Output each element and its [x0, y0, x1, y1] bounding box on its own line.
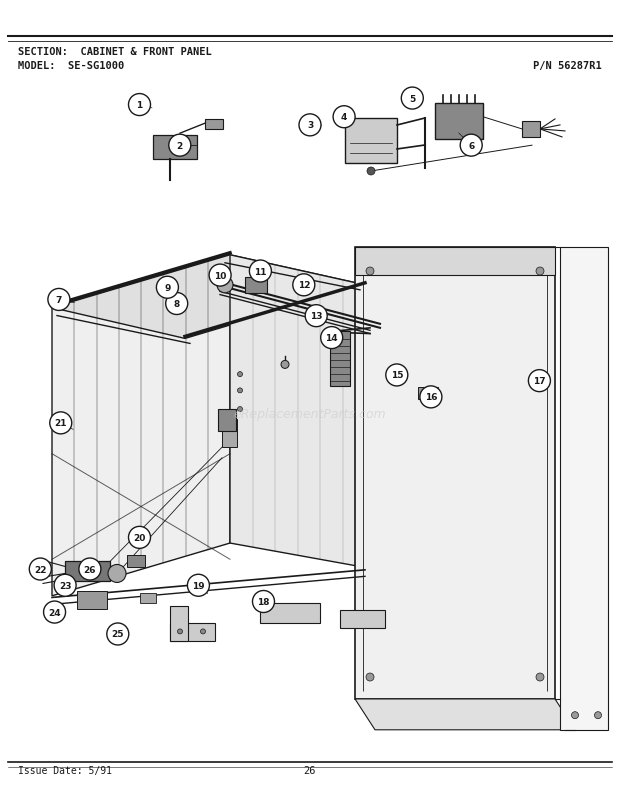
Text: 3: 3 [307, 121, 313, 131]
Polygon shape [230, 255, 365, 568]
Circle shape [386, 364, 408, 387]
FancyBboxPatch shape [65, 562, 110, 581]
Text: 23: 23 [59, 581, 71, 590]
Circle shape [305, 305, 327, 328]
Circle shape [392, 368, 402, 378]
Circle shape [128, 94, 151, 117]
Circle shape [128, 526, 151, 549]
Circle shape [237, 407, 242, 412]
Circle shape [333, 106, 355, 129]
Circle shape [401, 88, 423, 110]
Circle shape [293, 274, 315, 297]
Text: SECTION:  CABINET & FRONT PANEL: SECTION: CABINET & FRONT PANEL [18, 47, 212, 57]
Text: 5: 5 [409, 94, 415, 104]
Polygon shape [560, 247, 608, 730]
Polygon shape [355, 247, 555, 699]
Text: Issue Date: 5/91: Issue Date: 5/91 [18, 765, 112, 775]
Polygon shape [52, 255, 230, 596]
Text: MODEL:  SE-SG1000: MODEL: SE-SG1000 [18, 61, 124, 71]
Circle shape [209, 264, 231, 287]
FancyBboxPatch shape [77, 592, 107, 610]
Polygon shape [355, 247, 555, 276]
Circle shape [79, 558, 101, 581]
Text: 18: 18 [257, 597, 270, 607]
Text: 11: 11 [254, 267, 267, 277]
FancyBboxPatch shape [153, 136, 197, 160]
Circle shape [200, 629, 205, 634]
Text: 14: 14 [326, 333, 338, 343]
Text: 20: 20 [133, 533, 146, 543]
Circle shape [187, 574, 210, 597]
FancyBboxPatch shape [170, 607, 188, 642]
FancyBboxPatch shape [340, 611, 385, 629]
FancyBboxPatch shape [222, 420, 237, 448]
FancyBboxPatch shape [127, 556, 145, 568]
Circle shape [177, 629, 182, 634]
Circle shape [43, 601, 66, 624]
Circle shape [249, 260, 272, 283]
FancyBboxPatch shape [435, 104, 483, 139]
Circle shape [367, 168, 375, 176]
Text: 12: 12 [298, 281, 310, 290]
Circle shape [166, 293, 188, 315]
Circle shape [572, 712, 578, 719]
Circle shape [321, 327, 343, 350]
FancyBboxPatch shape [245, 277, 267, 294]
Circle shape [366, 673, 374, 681]
Text: 1: 1 [136, 101, 143, 110]
Text: 8: 8 [174, 299, 180, 309]
FancyBboxPatch shape [345, 119, 397, 164]
Text: 21: 21 [55, 418, 67, 428]
Text: 25: 25 [112, 629, 124, 639]
Text: 24: 24 [48, 607, 61, 617]
FancyBboxPatch shape [330, 331, 350, 386]
Text: 9: 9 [164, 283, 171, 293]
FancyBboxPatch shape [522, 122, 540, 138]
Text: 19: 19 [192, 581, 205, 590]
Text: 13: 13 [310, 311, 322, 321]
FancyBboxPatch shape [260, 603, 320, 623]
Circle shape [54, 574, 76, 597]
Circle shape [156, 277, 179, 299]
FancyBboxPatch shape [170, 624, 215, 642]
Circle shape [595, 712, 601, 719]
Circle shape [237, 388, 242, 393]
Circle shape [48, 289, 70, 311]
Circle shape [169, 135, 191, 157]
Text: eReplacementParts.com: eReplacementParts.com [234, 407, 386, 420]
Text: 7: 7 [56, 295, 62, 305]
Circle shape [281, 361, 289, 369]
Circle shape [528, 370, 551, 393]
Text: 22: 22 [34, 564, 46, 574]
Circle shape [237, 372, 242, 377]
Text: 2: 2 [177, 141, 183, 151]
Circle shape [299, 114, 321, 137]
Circle shape [536, 673, 544, 681]
FancyBboxPatch shape [205, 120, 223, 130]
Text: 10: 10 [214, 271, 226, 281]
Circle shape [460, 135, 482, 157]
Polygon shape [355, 699, 575, 730]
Text: P/N 56287R1: P/N 56287R1 [533, 61, 602, 71]
Text: 4: 4 [341, 113, 347, 122]
Text: 16: 16 [425, 393, 437, 402]
Circle shape [29, 558, 51, 581]
Circle shape [217, 277, 233, 294]
FancyBboxPatch shape [140, 594, 156, 603]
Circle shape [50, 412, 72, 435]
Text: 15: 15 [391, 371, 403, 380]
FancyBboxPatch shape [418, 388, 438, 400]
FancyBboxPatch shape [218, 410, 236, 431]
Circle shape [252, 590, 275, 613]
Text: 17: 17 [533, 376, 546, 386]
Polygon shape [52, 255, 365, 339]
Circle shape [107, 623, 129, 646]
Circle shape [366, 268, 374, 276]
Text: 26: 26 [304, 765, 316, 775]
Circle shape [420, 386, 442, 409]
Circle shape [108, 564, 126, 583]
Text: 6: 6 [468, 141, 474, 151]
Circle shape [536, 268, 544, 276]
Text: 26: 26 [84, 564, 96, 574]
